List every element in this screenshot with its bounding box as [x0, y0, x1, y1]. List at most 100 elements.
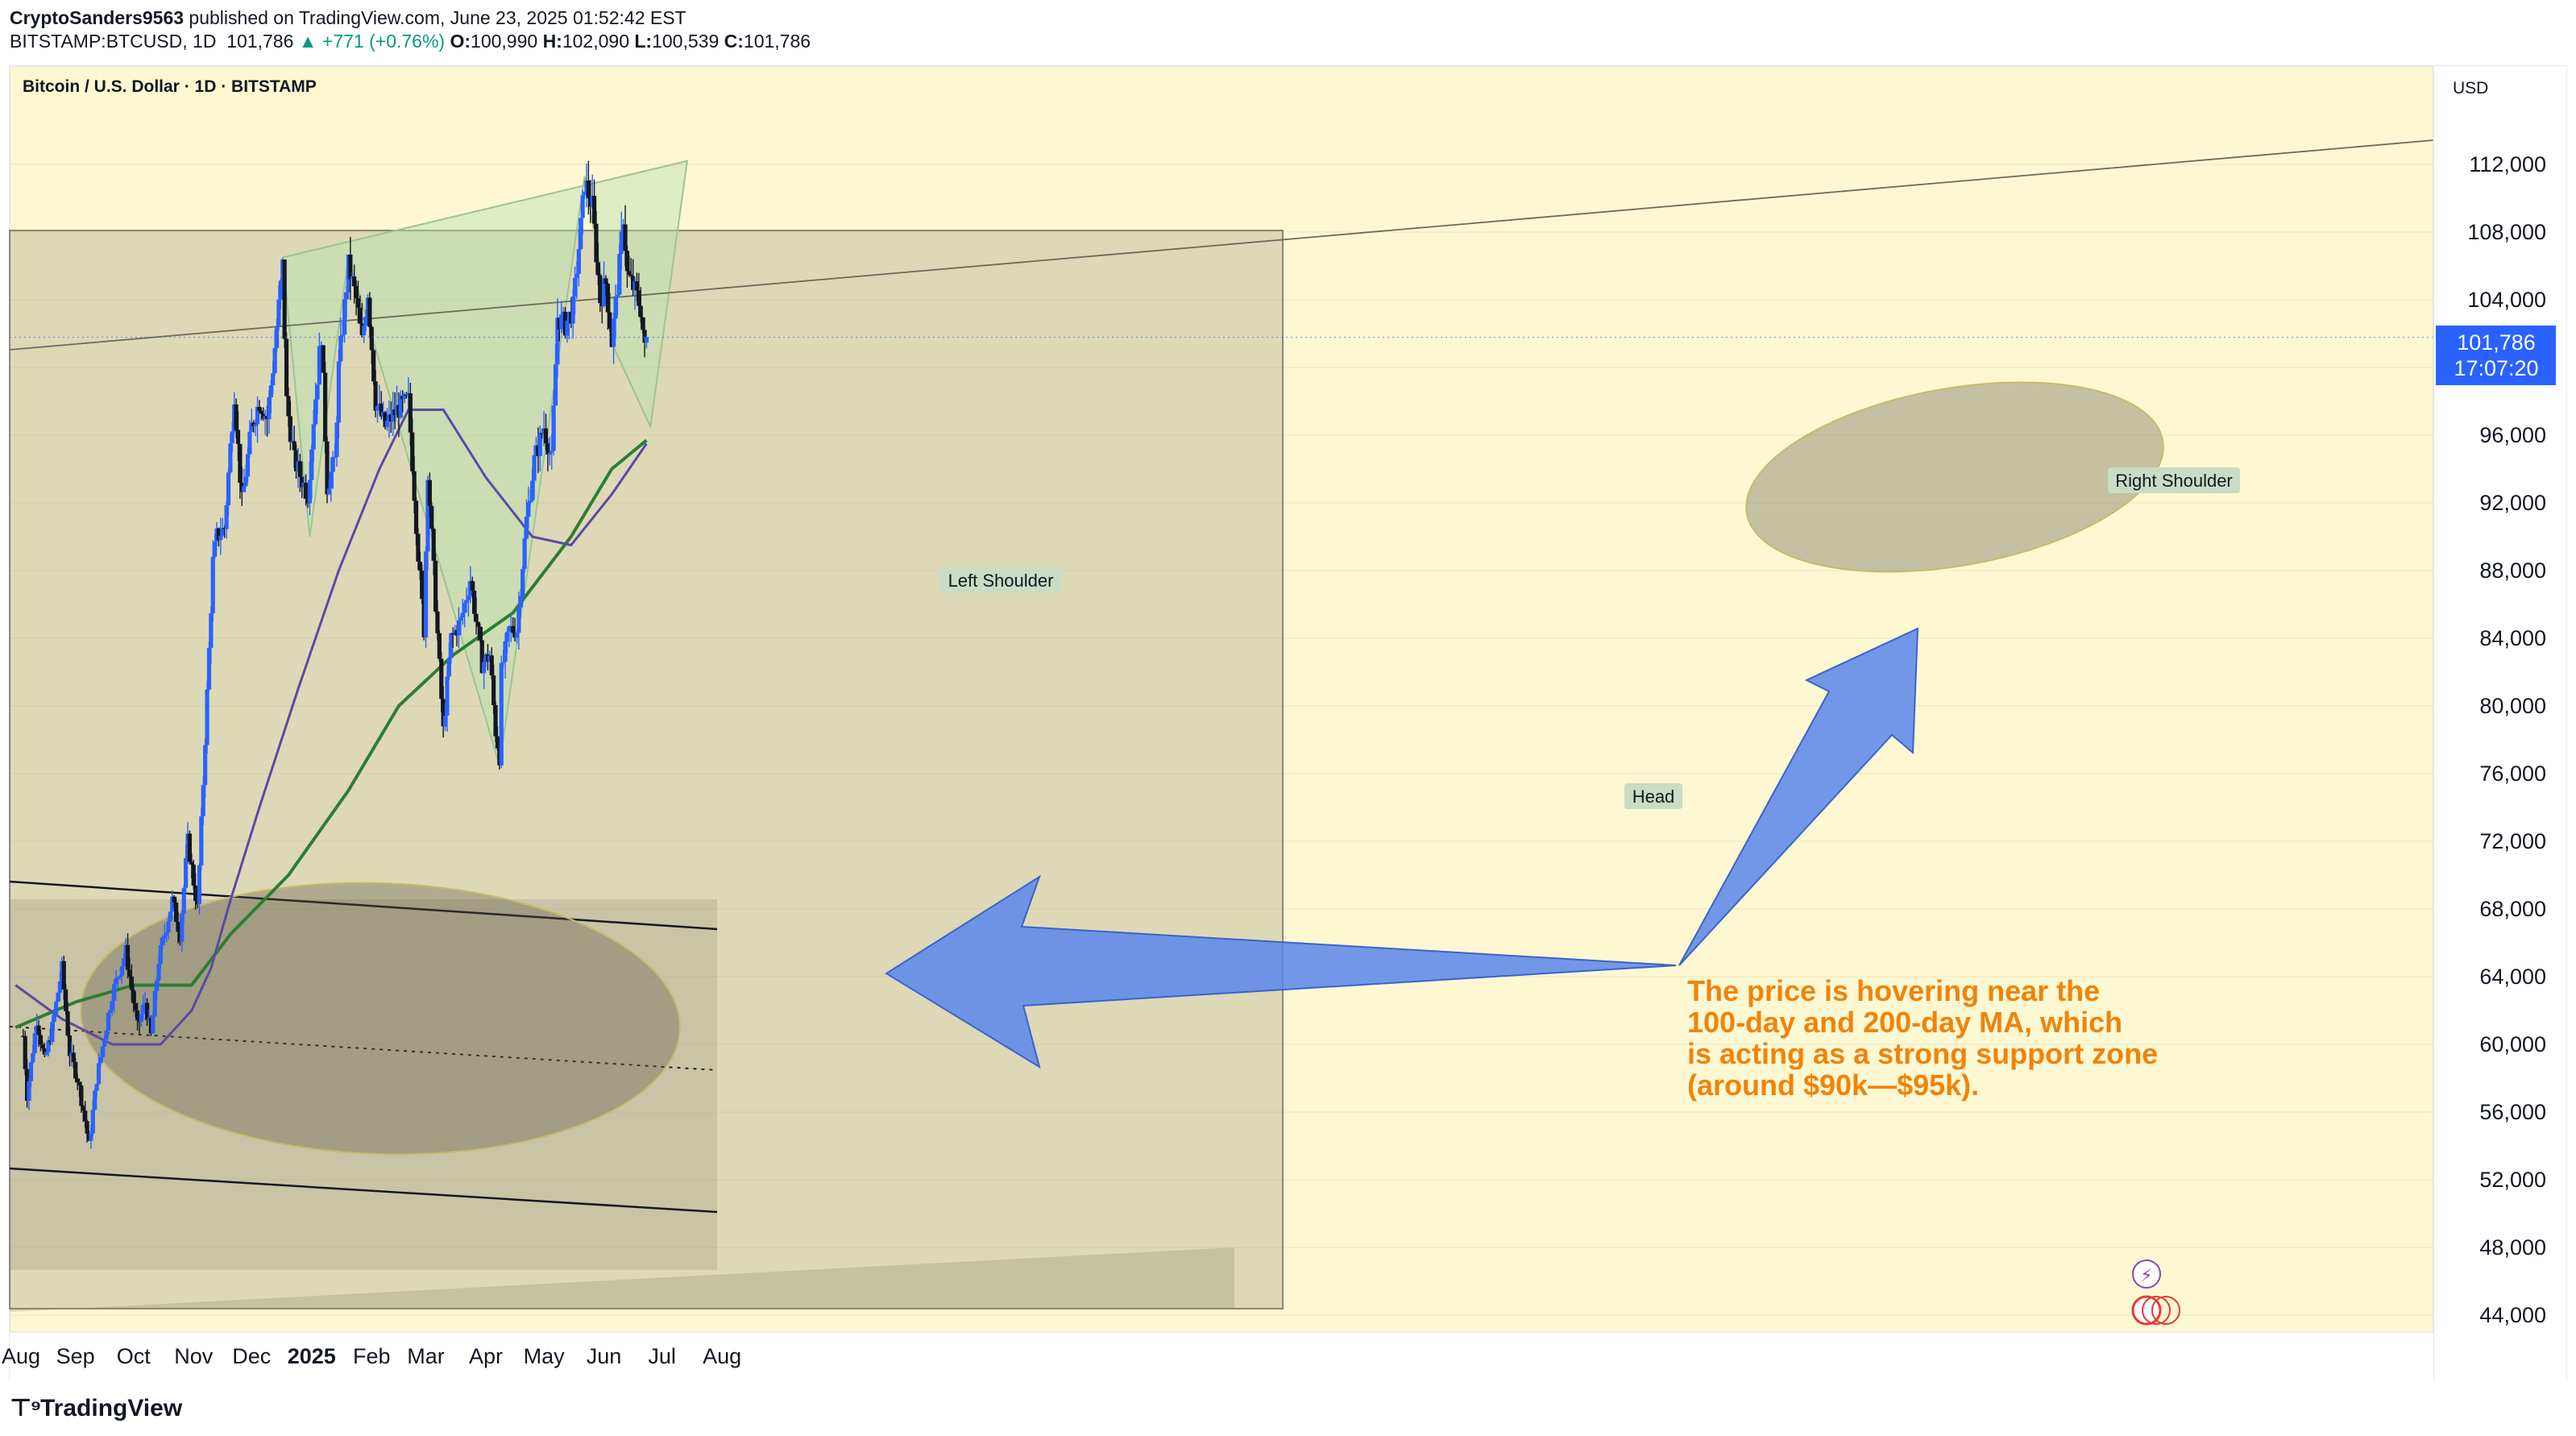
candle[interactable]	[474, 597, 479, 635]
candle[interactable]	[559, 301, 564, 334]
candle[interactable]	[119, 965, 124, 984]
candle[interactable]	[423, 546, 429, 649]
candle[interactable]	[489, 647, 494, 680]
candle[interactable]	[181, 884, 186, 923]
channel-bottom-line[interactable]	[9, 1167, 718, 1214]
candle[interactable]	[54, 999, 59, 1017]
candle[interactable]	[98, 1056, 103, 1067]
candle[interactable]	[608, 293, 612, 332]
candle[interactable]	[94, 1083, 99, 1098]
candle[interactable]	[624, 245, 629, 288]
price-axis[interactable]	[2433, 66, 2566, 1381]
candle[interactable]	[613, 284, 618, 339]
candle[interactable]	[495, 726, 500, 751]
candle[interactable]	[100, 1045, 105, 1062]
candle[interactable]	[638, 287, 643, 322]
candle[interactable]	[65, 1002, 70, 1037]
channel-top-line[interactable]	[9, 880, 718, 931]
candle[interactable]	[591, 179, 597, 229]
candle[interactable]	[611, 313, 616, 364]
candle[interactable]	[317, 332, 321, 385]
ma100-line[interactable]	[15, 409, 648, 1046]
candle[interactable]	[580, 189, 585, 235]
candle[interactable]	[410, 418, 415, 475]
candle[interactable]	[168, 911, 173, 923]
candle[interactable]	[445, 666, 450, 732]
candle[interactable]	[46, 1035, 51, 1056]
candle[interactable]	[462, 600, 467, 628]
candle[interactable]	[458, 615, 463, 636]
candle[interactable]	[619, 211, 624, 271]
candle[interactable]	[112, 979, 117, 1013]
candle[interactable]	[300, 462, 305, 499]
candle[interactable]	[398, 390, 403, 419]
support-zone-right[interactable]	[1732, 353, 2178, 601]
candle[interactable]	[504, 629, 510, 654]
candle[interactable]	[278, 278, 283, 309]
candle[interactable]	[570, 288, 575, 339]
candle[interactable]	[342, 292, 347, 343]
candle[interactable]	[257, 400, 262, 413]
candle[interactable]	[429, 501, 434, 532]
candle[interactable]	[154, 977, 160, 1000]
candle[interactable]	[323, 361, 328, 454]
candle[interactable]	[255, 396, 260, 443]
candle[interactable]	[482, 657, 487, 690]
tradingview-logo[interactable]: ⊤⁹TradingView	[10, 1394, 182, 1422]
candle[interactable]	[433, 553, 438, 614]
candle[interactable]	[437, 630, 442, 662]
candle[interactable]	[644, 335, 649, 349]
candle[interactable]	[64, 983, 68, 1015]
candle[interactable]	[226, 468, 231, 517]
candle[interactable]	[75, 1073, 80, 1090]
candle[interactable]	[579, 217, 583, 251]
candle[interactable]	[545, 438, 550, 471]
candle[interactable]	[348, 236, 353, 301]
candle[interactable]	[507, 625, 512, 648]
candle[interactable]	[375, 405, 380, 423]
candle[interactable]	[174, 897, 179, 923]
price-chart[interactable]: Left Shoulder Head Right Shoulder The pr…	[0, 63, 2576, 1381]
up-arrow[interactable]	[1678, 627, 1919, 966]
candle[interactable]	[199, 807, 204, 870]
upper-trendline[interactable]	[9, 139, 2434, 351]
candle[interactable]	[441, 686, 446, 738]
candle[interactable]	[27, 1077, 31, 1110]
candle[interactable]	[268, 380, 273, 413]
candle[interactable]	[309, 444, 314, 499]
candle[interactable]	[315, 384, 320, 415]
candle[interactable]	[371, 348, 376, 385]
candle[interactable]	[338, 317, 343, 367]
candle[interactable]	[218, 517, 223, 555]
channel-mid-line[interactable]	[9, 1026, 718, 1071]
candle[interactable]	[565, 320, 570, 343]
candle[interactable]	[334, 416, 339, 467]
candle[interactable]	[249, 409, 254, 433]
left-arrow[interactable]	[885, 874, 1677, 1069]
candle[interactable]	[56, 991, 60, 1002]
candle[interactable]	[93, 1089, 97, 1110]
candle[interactable]	[203, 738, 208, 799]
candle[interactable]	[224, 500, 229, 539]
candle[interactable]	[358, 295, 363, 325]
support-zone-left[interactable]	[76, 873, 684, 1164]
candle[interactable]	[354, 280, 359, 316]
candle[interactable]	[187, 830, 193, 864]
candle[interactable]	[420, 564, 425, 604]
candle[interactable]	[197, 863, 202, 915]
candle[interactable]	[478, 624, 483, 642]
candle[interactable]	[336, 349, 342, 438]
pattern-shape[interactable]	[281, 160, 689, 766]
lower-wedge[interactable]	[10, 1247, 1234, 1312]
candle[interactable]	[205, 680, 209, 754]
candle[interactable]	[144, 998, 150, 1026]
candle[interactable]	[135, 1002, 140, 1031]
candle[interactable]	[555, 298, 560, 379]
candle[interactable]	[493, 701, 498, 742]
candle[interactable]	[209, 606, 214, 664]
head-shoulders-pattern[interactable]	[281, 160, 689, 766]
candle[interactable]	[115, 976, 121, 990]
candle[interactable]	[582, 191, 587, 200]
candle[interactable]	[191, 859, 196, 890]
candle[interactable]	[321, 345, 326, 374]
